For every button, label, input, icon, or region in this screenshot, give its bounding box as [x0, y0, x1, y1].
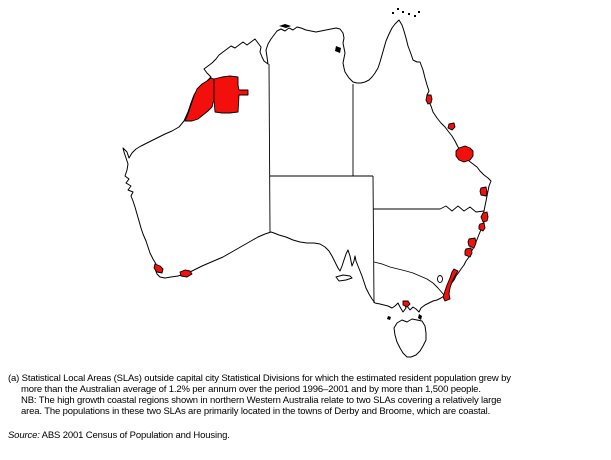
high-growth-region: [464, 247, 473, 258]
australia-growth-map: [122, 8, 492, 358]
footnote-line: area. The populations in these two SLAs …: [21, 406, 491, 417]
high-growth-region: [442, 268, 459, 302]
footnote-line: NB: The high growth coastal regions show…: [21, 395, 502, 406]
flinders-island: [418, 314, 422, 320]
source-text: ABS 2001 Census of Population and Housin…: [39, 430, 230, 441]
high-growth-region: [467, 237, 477, 249]
tasmania-outline: [393, 318, 427, 358]
source-label: Source:: [8, 430, 40, 441]
map-canvas: [122, 8, 492, 358]
groote-island: [335, 46, 341, 53]
border-wa: [268, 63, 271, 233]
australia-mainland-outline: [122, 19, 492, 313]
high-growth-region: [184, 77, 215, 122]
melville-island: [279, 24, 291, 28]
footnote-line: (a) Statistical Local Areas (SLAs) outsi…: [8, 373, 511, 384]
act-boundary: [437, 275, 443, 283]
high-growth-region: [478, 222, 486, 232]
high-growth-region: [425, 94, 433, 105]
border-sa-east: [372, 175, 375, 304]
high-growth-region: [447, 122, 456, 131]
kangaroo-island: [335, 274, 353, 282]
high-growth-region: [402, 300, 411, 308]
footnote: (a) Statistical Local Areas (SLAs) outsi…: [8, 373, 511, 441]
border-qld-nsw: [373, 205, 485, 213]
source-note: Source: ABS 2001 Census of Population an…: [8, 430, 511, 441]
high-growth-region: [213, 75, 249, 114]
torres-strait-islands: [392, 8, 420, 17]
footnote-line: more than the Australian average of 1.2%…: [21, 384, 481, 395]
king-island: [387, 316, 391, 320]
high-growth-region: [455, 145, 474, 163]
high-growth-region: [179, 269, 193, 278]
high-growth-region: [153, 263, 164, 274]
high-growth-region: [479, 186, 488, 197]
border-nsw-vic: [373, 261, 445, 296]
high-growth-region: [480, 211, 489, 223]
